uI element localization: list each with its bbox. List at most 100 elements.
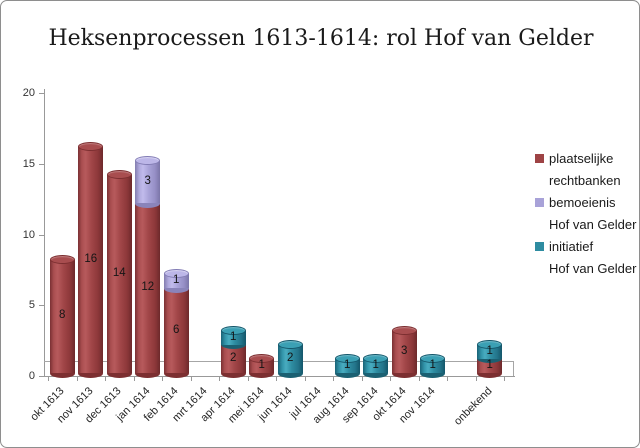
bar-value-label: 3 xyxy=(144,174,151,187)
y-axis-tick xyxy=(39,163,44,165)
legend-item-2: initiatief xyxy=(535,235,637,257)
legend-label-line2: rechtbanken xyxy=(549,172,621,188)
legend-swatch-icon xyxy=(535,197,544,207)
cylinder-segment-0 xyxy=(78,146,104,373)
cylinder-bottom-edge xyxy=(78,368,104,378)
legend-swatch-icon xyxy=(535,241,544,251)
cylinder-top-cap xyxy=(363,354,389,364)
cylinder-bottom-edge xyxy=(249,368,275,378)
x-axis-tick xyxy=(304,377,306,381)
chart-title: Heksenprocessen 1613-1614: rol Hof van G… xyxy=(48,26,594,51)
x-axis-tick xyxy=(219,377,220,381)
cylinder-segment-0 xyxy=(391,330,417,373)
y-axis-tick xyxy=(39,93,44,94)
bar-value-label: 3 xyxy=(401,344,408,357)
bar-value-label: 16 xyxy=(84,252,98,265)
bar-value-label: 1 xyxy=(258,358,265,371)
legend-label-line1: initiatief xyxy=(549,238,594,254)
legend-label-line2: Hof van Gelder xyxy=(549,216,637,232)
cylinder-bottom-edge xyxy=(477,354,503,364)
cylinder-bottom-edge xyxy=(163,283,189,293)
cylinder-top-cap xyxy=(106,170,132,180)
x-axis-tick xyxy=(475,377,477,381)
bar-value-label: 14 xyxy=(112,266,126,279)
cylinder-top-cap xyxy=(477,340,503,350)
cylinder-top-cap xyxy=(220,326,246,336)
x-axis-category-label: onbekend xyxy=(451,385,495,428)
cylinder-segment-0 xyxy=(106,174,132,373)
legend-label-line1: plaatselijke xyxy=(549,150,614,166)
cylinder-bottom-edge xyxy=(477,368,503,378)
cylinder-bottom-edge xyxy=(220,340,246,350)
x-axis-tick xyxy=(48,377,49,381)
cylinder-segment-1 xyxy=(135,160,161,204)
bar-value-label: 6 xyxy=(173,323,180,336)
x-axis-tick xyxy=(447,377,448,381)
cylinder-bottom-edge xyxy=(363,368,389,378)
x-axis-tick xyxy=(162,377,163,381)
y-axis-tick-label: 0 xyxy=(28,370,35,382)
bar-value-label: 1 xyxy=(344,358,351,371)
legend-label-line1: bemoeienis xyxy=(549,194,616,210)
cylinder-segment-0 xyxy=(220,344,246,373)
cylinder-top-cap xyxy=(163,269,189,279)
x-axis-tick xyxy=(133,377,135,381)
bar-value-label: 1 xyxy=(173,274,180,287)
cylinder-top-cap xyxy=(249,354,275,364)
y-axis-tick xyxy=(39,305,44,307)
y-axis-tick-label: 10 xyxy=(22,228,35,241)
cylinder-segment-0 xyxy=(163,288,189,373)
x-axis-tick xyxy=(276,377,277,381)
y-axis-tick-label: 15 xyxy=(22,157,35,170)
bar-value-label: 12 xyxy=(141,281,155,294)
bar-value-label: 1 xyxy=(230,330,237,343)
x-axis-tick xyxy=(333,377,334,381)
cylinder-bottom-edge xyxy=(163,368,189,378)
legend-item-0: plaatselijke xyxy=(535,147,637,169)
legend-item-1: bemoeienis xyxy=(535,191,637,213)
bar-value-label: 1 xyxy=(429,358,436,371)
y-axis-tick-label: 20 xyxy=(22,87,35,99)
bar-value-label: 8 xyxy=(59,309,66,322)
legend: plaatselijke rechtbanken bemoeienis Hof van… xyxy=(535,147,637,279)
y-axis-tick xyxy=(39,376,44,377)
x-axis-tick xyxy=(361,377,363,381)
cylinder-bottom-edge xyxy=(277,368,303,378)
cylinder-segment-0 xyxy=(135,203,161,373)
cylinder-segment-2 xyxy=(277,344,303,373)
x-axis-tick xyxy=(504,377,505,381)
bar-value-label: 2 xyxy=(230,351,237,364)
y-axis-tick-label: 5 xyxy=(28,299,35,312)
floor-right-edge xyxy=(513,361,514,377)
cylinder-bottom-edge xyxy=(220,368,246,378)
cylinder-segment-0 xyxy=(49,259,75,373)
x-axis-line xyxy=(44,376,515,377)
cylinder-top-cap xyxy=(334,354,360,364)
cylinder-top-cap xyxy=(391,326,417,336)
cylinder-top-cap xyxy=(135,156,161,166)
y-axis-tick xyxy=(39,234,44,236)
bar-value-label: 1 xyxy=(486,344,493,357)
cylinder-bottom-edge xyxy=(106,368,132,378)
cylinder-top-cap xyxy=(277,340,303,350)
cylinder-bottom-edge xyxy=(135,198,161,208)
cylinder-bottom-edge xyxy=(391,368,417,378)
x-axis-tick xyxy=(247,377,249,381)
cylinder-bottom-edge xyxy=(420,368,446,378)
x-axis-tick xyxy=(390,377,391,381)
bar-value-label: 1 xyxy=(372,358,379,371)
legend-swatch-icon xyxy=(535,153,544,163)
x-axis-tick xyxy=(76,377,78,381)
bar-value-label: 2 xyxy=(287,351,294,364)
cylinder-bottom-edge xyxy=(135,368,161,378)
y-axis-line xyxy=(44,89,45,377)
cylinder-top-cap xyxy=(420,354,446,364)
x-axis-tick xyxy=(418,377,420,381)
bar-value-label: 1 xyxy=(486,358,493,371)
x-axis-tick xyxy=(105,377,106,381)
x-axis-tick xyxy=(190,377,192,381)
cylinder-top-cap xyxy=(78,142,104,152)
cylinder-bottom-edge xyxy=(334,368,360,378)
cylinder-bottom-edge xyxy=(49,368,75,378)
